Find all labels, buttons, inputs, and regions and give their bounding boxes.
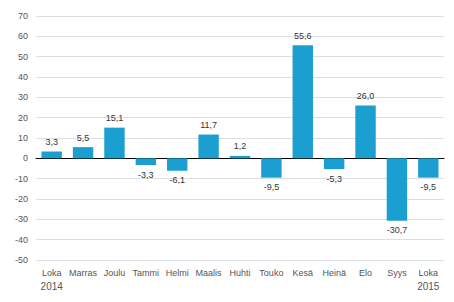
svg-text:5,5: 5,5 <box>77 133 90 143</box>
svg-text:-5,3: -5,3 <box>326 174 342 184</box>
svg-text:-6,1: -6,1 <box>169 175 185 185</box>
svg-text:Syys: Syys <box>387 268 407 278</box>
svg-text:Marras: Marras <box>69 268 98 278</box>
svg-text:40: 40 <box>18 72 28 82</box>
svg-text:-9,5: -9,5 <box>421 182 437 192</box>
svg-text:55,6: 55,6 <box>294 31 312 41</box>
svg-text:-9,5: -9,5 <box>264 182 280 192</box>
svg-text:-3,3: -3,3 <box>138 170 154 180</box>
svg-text:-30: -30 <box>15 214 28 224</box>
svg-text:0: 0 <box>23 153 28 163</box>
svg-text:Maalis: Maalis <box>196 268 223 278</box>
svg-text:-10: -10 <box>15 174 28 184</box>
svg-text:-20: -20 <box>15 194 28 204</box>
svg-text:70: 70 <box>18 11 28 21</box>
svg-text:3,3: 3,3 <box>45 137 58 147</box>
svg-text:2014: 2014 <box>41 281 64 292</box>
svg-text:26,0: 26,0 <box>357 91 375 101</box>
svg-text:-50: -50 <box>15 255 28 265</box>
svg-text:10: 10 <box>18 133 28 143</box>
svg-text:Tammi: Tammi <box>133 268 160 278</box>
svg-text:Loka: Loka <box>42 268 62 278</box>
svg-text:Huhti: Huhti <box>229 268 250 278</box>
svg-text:60: 60 <box>18 31 28 41</box>
svg-text:30: 30 <box>18 92 28 102</box>
svg-text:-30,7: -30,7 <box>387 225 408 235</box>
svg-text:1,2: 1,2 <box>234 141 247 151</box>
svg-text:Kesä: Kesä <box>293 268 314 278</box>
svg-text:Heinä: Heinä <box>322 268 346 278</box>
svg-text:20: 20 <box>18 113 28 123</box>
svg-text:-40: -40 <box>15 235 28 245</box>
svg-text:Helmi: Helmi <box>166 268 189 278</box>
svg-text:15,1: 15,1 <box>106 113 124 123</box>
svg-text:Loka: Loka <box>419 268 439 278</box>
svg-text:Touko: Touko <box>259 268 283 278</box>
svg-text:2015: 2015 <box>417 281 440 292</box>
svg-text:Elo: Elo <box>359 268 372 278</box>
svg-text:11,7: 11,7 <box>200 120 217 130</box>
svg-text:50: 50 <box>18 52 28 62</box>
svg-text:Joulu: Joulu <box>104 268 126 278</box>
